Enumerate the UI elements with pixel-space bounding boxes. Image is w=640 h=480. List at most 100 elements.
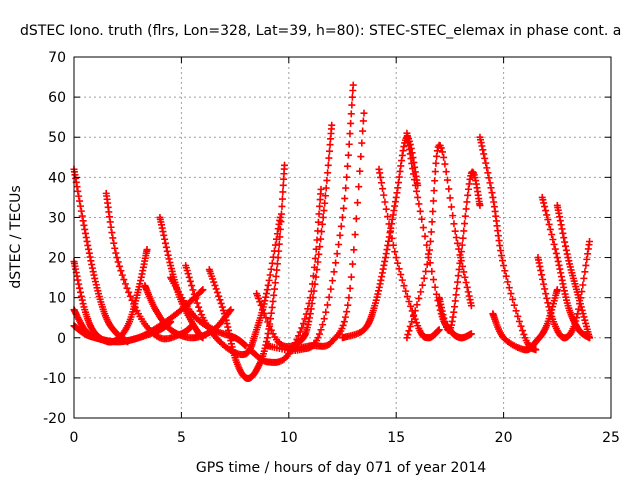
data-point	[435, 326, 443, 334]
data-point	[267, 265, 275, 273]
data-point	[76, 284, 84, 292]
data-point	[462, 278, 470, 286]
data-point	[107, 223, 115, 231]
data-point	[507, 290, 515, 298]
data-point	[190, 290, 198, 298]
data-point	[259, 305, 267, 313]
data-point	[319, 213, 327, 221]
data-point	[403, 334, 411, 342]
data-point	[344, 162, 352, 170]
data-point	[125, 288, 133, 296]
data-point	[121, 280, 129, 288]
data-point	[423, 260, 431, 268]
data-point	[348, 93, 356, 101]
data-point	[428, 267, 436, 275]
data-point	[586, 334, 594, 342]
data-point	[406, 322, 414, 330]
data-point	[342, 184, 350, 192]
data-point	[581, 316, 589, 324]
data-point	[463, 283, 471, 291]
data-point	[271, 285, 279, 293]
data-point	[274, 254, 282, 262]
data-point	[520, 330, 528, 338]
data-point	[379, 185, 387, 193]
series-18	[403, 141, 475, 342]
data-point	[500, 262, 508, 270]
data-point	[327, 285, 335, 293]
data-point	[460, 227, 468, 235]
data-point	[431, 177, 439, 185]
data-point	[410, 170, 418, 178]
data-point	[212, 285, 220, 293]
data-point	[400, 282, 408, 290]
data-point	[441, 160, 449, 168]
data-point	[347, 273, 355, 281]
data-point	[222, 316, 230, 324]
data-point	[357, 153, 365, 161]
data-point	[213, 288, 221, 296]
data-point	[278, 202, 286, 210]
data-point	[143, 246, 151, 254]
data-point	[325, 293, 333, 301]
data-point	[314, 218, 322, 226]
data-point	[518, 327, 526, 335]
data-point	[326, 147, 334, 155]
data-point	[455, 265, 463, 273]
data-point	[161, 235, 169, 243]
data-point	[427, 228, 435, 236]
data-point	[537, 266, 545, 274]
data-point	[333, 250, 341, 258]
data-point	[586, 238, 594, 246]
data-point	[255, 294, 263, 302]
data-point	[270, 291, 278, 299]
data-point	[562, 242, 570, 250]
data-point	[437, 144, 445, 152]
data-point	[323, 301, 331, 309]
data-point	[325, 154, 333, 162]
data-point	[358, 139, 366, 147]
data-point	[211, 281, 219, 289]
data-point	[321, 199, 329, 207]
data-point	[305, 314, 313, 322]
data-point	[411, 307, 419, 315]
data-point	[192, 295, 200, 303]
data-point	[276, 233, 284, 241]
data-point	[76, 202, 84, 210]
data-point	[418, 281, 426, 289]
data-point	[199, 334, 207, 342]
data-point	[415, 294, 423, 302]
data-point	[163, 247, 171, 255]
data-point	[296, 328, 304, 336]
data-point	[497, 247, 505, 255]
data-point	[429, 197, 437, 205]
data-point	[313, 266, 321, 274]
data-point	[478, 142, 486, 150]
data-point	[264, 281, 272, 289]
data-point	[553, 286, 561, 294]
data-point	[324, 161, 332, 169]
x-tick-label: 10	[280, 430, 298, 446]
data-point	[349, 260, 357, 268]
x-tick-label: 15	[387, 430, 405, 446]
data-point	[112, 249, 120, 257]
data-point	[545, 303, 553, 311]
data-point	[418, 215, 426, 223]
x-tick-label: 5	[177, 430, 186, 446]
y-tick-label: 10	[48, 291, 66, 307]
data-point	[330, 268, 338, 276]
data-point	[346, 284, 354, 292]
data-point	[348, 101, 356, 109]
data-point	[486, 179, 494, 187]
y-tick-label: 0	[57, 331, 66, 347]
series-24	[534, 238, 594, 342]
data-point	[429, 276, 437, 284]
data-point	[512, 307, 520, 315]
data-point	[517, 322, 525, 330]
data-point	[347, 119, 355, 127]
data-point	[430, 187, 438, 195]
data-point	[546, 307, 554, 315]
data-point	[452, 234, 460, 241]
data-point	[558, 225, 566, 233]
data-series	[70, 81, 594, 382]
data-point	[275, 247, 283, 255]
